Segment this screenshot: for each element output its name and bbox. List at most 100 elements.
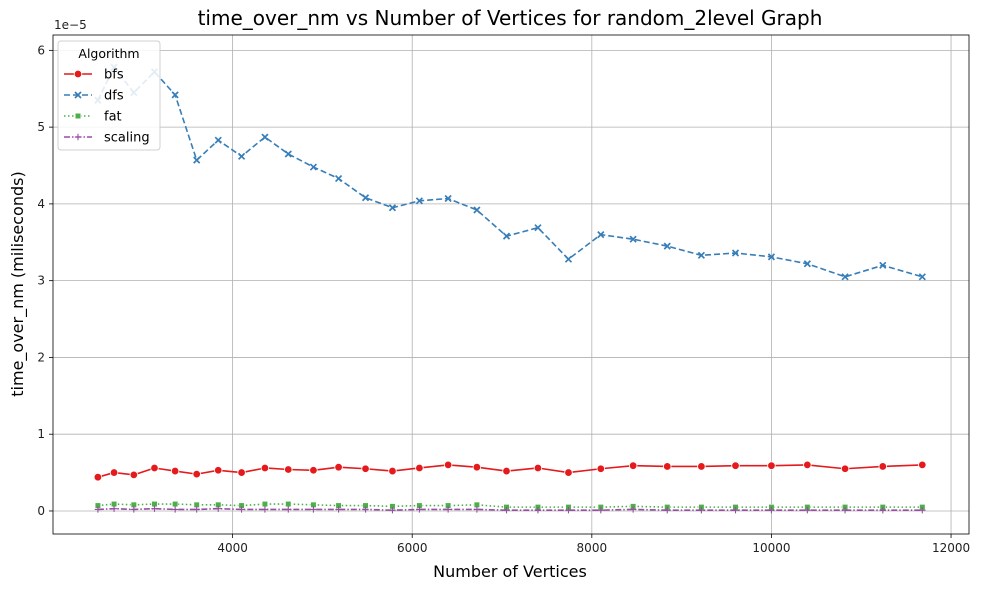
data-point-scaling — [804, 507, 811, 514]
data-point-scaling — [473, 506, 481, 513]
y-axis-label: time_over_nm (miliseconds) — [8, 171, 28, 396]
data-point-bfs — [731, 461, 740, 470]
y-tick-label: 0 — [37, 504, 45, 518]
legend-marker-fat — [74, 112, 82, 120]
data-point-bfs — [237, 468, 246, 477]
data-point-bfs — [628, 461, 638, 470]
data-point-dfs — [193, 156, 201, 164]
data-point-bfs — [840, 464, 850, 473]
data-point-bfs — [361, 464, 370, 473]
legend-box — [57, 40, 161, 151]
data-point-dfs — [697, 251, 705, 259]
data-point-scaling — [629, 506, 637, 513]
data-point-bfs — [443, 460, 453, 470]
data-point-dfs — [597, 230, 605, 239]
y-tick-label: 5 — [37, 120, 45, 134]
series-scaling — [94, 505, 926, 514]
data-point-dfs — [261, 133, 269, 141]
legend-title: Algorithm — [78, 46, 139, 61]
data-point-bfs — [918, 460, 927, 470]
data-point-bfs — [170, 466, 180, 476]
data-point-dfs — [629, 235, 637, 243]
data-point-dfs — [388, 204, 397, 212]
data-point-dfs — [841, 273, 849, 281]
data-point-scaling — [565, 507, 572, 514]
legend-label-dfs: dfs — [104, 89, 124, 104]
data-point-dfs — [473, 206, 481, 214]
legend: Algorithm bfs dfs fat scaling — [57, 40, 161, 151]
data-point-bfs — [878, 462, 887, 471]
data-point-scaling — [534, 507, 542, 514]
data-point-dfs — [415, 197, 424, 205]
legend-marker-dfs — [74, 91, 82, 99]
y-tick-label: 6 — [37, 43, 45, 57]
data-point-dfs — [444, 194, 452, 203]
data-point-dfs — [803, 260, 811, 268]
data-point-bfs — [472, 463, 482, 472]
data-point-scaling — [193, 506, 200, 513]
legend-marker-bfs — [73, 69, 83, 79]
data-point-bfs — [803, 460, 812, 470]
data-point-fat — [172, 500, 179, 508]
data-point-scaling — [261, 506, 269, 513]
data-point-scaling — [110, 505, 118, 512]
data-point-dfs — [731, 249, 740, 257]
series-dfs — [94, 63, 926, 281]
legend-label-bfs: bfs — [104, 68, 124, 83]
series-line-dfs — [97, 66, 923, 278]
data-point-dfs — [663, 242, 671, 250]
data-point-scaling — [285, 506, 292, 513]
data-point-dfs — [214, 136, 222, 144]
x-tick-label: 10000 — [752, 541, 790, 555]
legend-item-fat: fat — [64, 110, 122, 125]
y-offset-label: 1e−5 — [54, 18, 87, 32]
data-point-scaling — [310, 506, 317, 513]
series-line-scaling — [97, 507, 923, 512]
data-point-scaling — [879, 507, 886, 514]
data-point-bfs — [129, 470, 139, 480]
data-point-scaling — [335, 506, 342, 513]
data-point-dfs — [171, 91, 179, 99]
data-point-dfs — [309, 163, 318, 171]
data-point-dfs — [502, 232, 511, 240]
data-point-dfs — [564, 255, 573, 263]
y-tick-label: 2 — [37, 350, 45, 364]
legend-item-scaling: scaling — [64, 131, 150, 146]
data-point-scaling — [768, 507, 775, 514]
data-point-scaling — [841, 507, 849, 514]
data-point-dfs — [334, 174, 343, 183]
y-tick-label: 4 — [37, 197, 45, 211]
data-point-fat — [261, 500, 269, 508]
data-point-scaling — [389, 507, 396, 514]
legend-item-bfs: bfs — [64, 68, 124, 83]
data-point-bfs — [214, 466, 223, 475]
chart-title: time_over_nm vs Number of Vertices for r… — [198, 6, 823, 30]
data-point-scaling — [698, 507, 705, 514]
data-point-dfs — [284, 150, 292, 158]
data-point-scaling — [362, 506, 369, 513]
data-point-bfs — [109, 468, 119, 477]
x-tick-label: 6000 — [397, 541, 428, 555]
data-point-bfs — [564, 468, 573, 477]
legend-item-dfs: dfs — [64, 89, 124, 104]
data-point-bfs — [767, 461, 776, 470]
data-point-scaling — [664, 507, 671, 514]
data-point-bfs — [415, 463, 424, 473]
data-point-scaling — [94, 506, 102, 513]
legend-label-scaling: scaling — [104, 131, 150, 146]
data-point-scaling — [238, 506, 245, 513]
data-point-bfs — [192, 469, 201, 479]
data-point-scaling — [503, 507, 510, 514]
y-tick-label: 1 — [37, 427, 45, 441]
data-point-bfs — [284, 465, 293, 474]
x-tick-label: 8000 — [577, 541, 608, 555]
y-tick-label: 3 — [37, 274, 45, 288]
grid — [53, 35, 969, 534]
legend-label-fat: fat — [104, 110, 122, 125]
data-point-bfs — [309, 466, 318, 475]
x-tick-label: 12000 — [932, 541, 970, 555]
data-point-scaling — [444, 506, 452, 513]
plot-frame — [52, 34, 970, 535]
data-point-dfs — [918, 273, 926, 281]
